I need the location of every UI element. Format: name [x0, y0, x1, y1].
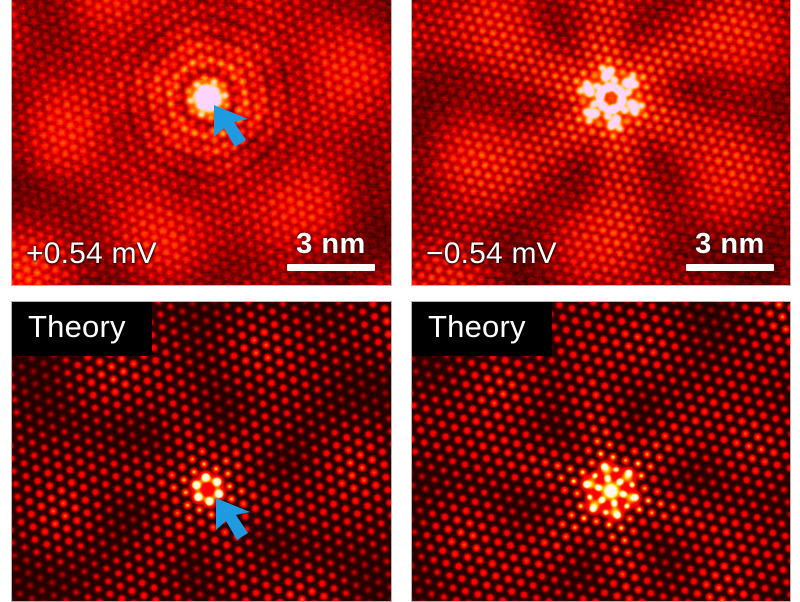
stm-map-canvas-positive-bias	[12, 0, 391, 285]
scale-bar-label: 3 nm	[695, 227, 765, 260]
scale-bar-label: 3 nm	[296, 227, 366, 260]
scale-bar: 3 nm	[287, 227, 375, 271]
bias-voltage-label: −0.54 mV	[426, 237, 557, 270]
panel-theory-positive-bias: Theory	[11, 301, 392, 602]
scale-bar-line	[287, 264, 375, 271]
panel-experiment-positive-bias: +0.54 mV 3 nm	[11, 0, 392, 286]
scale-bar-line	[686, 264, 774, 271]
scale-bar: 3 nm	[686, 227, 774, 271]
panel-theory-negative-bias: Theory	[411, 301, 791, 602]
theory-label: Theory	[412, 302, 552, 356]
theory-label: Theory	[12, 302, 152, 356]
panel-experiment-negative-bias: −0.54 mV 3 nm	[411, 0, 791, 286]
bias-voltage-label: +0.54 mV	[26, 237, 157, 270]
stm-map-canvas-negative-bias	[412, 0, 790, 285]
